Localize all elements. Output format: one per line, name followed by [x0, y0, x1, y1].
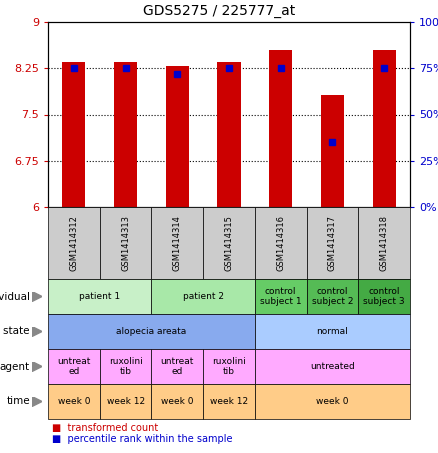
Text: GSM1414313: GSM1414313	[121, 215, 130, 271]
Polygon shape	[32, 361, 42, 371]
Text: control
subject 3: control subject 3	[364, 287, 405, 306]
Polygon shape	[32, 291, 42, 302]
Text: control
subject 1: control subject 1	[260, 287, 301, 306]
Text: untreat
ed: untreat ed	[161, 357, 194, 376]
Text: week 12: week 12	[106, 397, 145, 406]
Text: GSM1414312: GSM1414312	[69, 215, 78, 271]
Bar	[372, 50, 396, 207]
Text: ■  percentile rank within the sample: ■ percentile rank within the sample	[53, 434, 233, 443]
Text: untreat
ed: untreat ed	[57, 357, 91, 376]
Text: patient 2: patient 2	[183, 292, 224, 301]
Bar	[217, 62, 240, 207]
Text: week 0: week 0	[58, 397, 90, 406]
Text: ruxolini
tib: ruxolini tib	[109, 357, 142, 376]
Text: time: time	[7, 396, 30, 406]
Text: disease state: disease state	[0, 327, 30, 337]
Text: week 0: week 0	[316, 397, 349, 406]
Bar	[269, 50, 292, 207]
Text: ruxolini
tib: ruxolini tib	[212, 357, 246, 376]
Text: GSM1414318: GSM1414318	[380, 215, 389, 271]
Text: GSM1414314: GSM1414314	[173, 215, 182, 271]
Text: GSM1414316: GSM1414316	[276, 215, 285, 271]
Text: week 0: week 0	[161, 397, 194, 406]
Text: alopecia areata: alopecia areata	[117, 327, 187, 336]
Bar	[62, 62, 85, 207]
Polygon shape	[32, 327, 42, 337]
Text: patient 1: patient 1	[79, 292, 120, 301]
Polygon shape	[32, 396, 42, 406]
Text: week 12: week 12	[210, 397, 248, 406]
Text: GDS5275 / 225777_at: GDS5275 / 225777_at	[143, 4, 295, 18]
Bar	[114, 62, 137, 207]
Text: GSM1414315: GSM1414315	[225, 215, 233, 271]
Text: normal: normal	[317, 327, 348, 336]
Bar	[321, 95, 344, 207]
Text: control
subject 2: control subject 2	[312, 287, 353, 306]
Bar	[166, 67, 189, 207]
Text: untreated: untreated	[310, 362, 355, 371]
Text: agent: agent	[0, 361, 30, 371]
Text: GSM1414317: GSM1414317	[328, 215, 337, 271]
Text: ■  transformed count: ■ transformed count	[53, 423, 159, 433]
Text: individual: individual	[0, 291, 30, 302]
